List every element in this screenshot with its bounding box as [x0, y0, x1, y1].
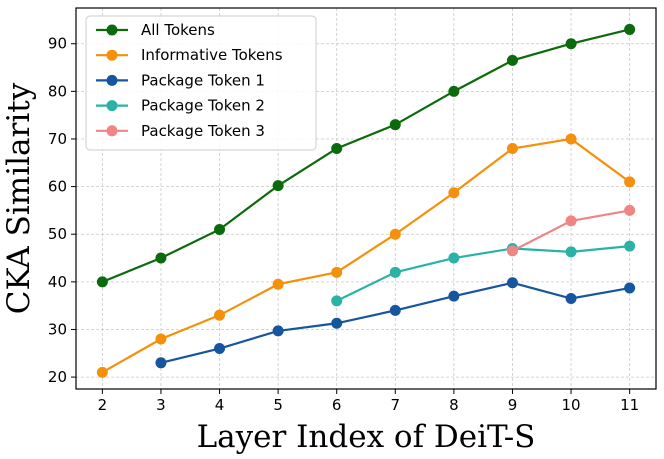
- axis-ticks: 2 3 4 5 6 7 8 9 10 11 20 30 40 50 60 70 80 90: [48, 35, 639, 414]
- data-point: [272, 180, 284, 192]
- series-layer: [96, 23, 636, 378]
- series-4: [331, 240, 636, 307]
- data-point: [331, 295, 343, 307]
- series-3: [155, 277, 636, 369]
- y-tick-label: 40: [48, 273, 67, 291]
- data-point: [448, 85, 460, 97]
- legend-label: Package Token 1: [141, 71, 265, 89]
- data-point: [96, 366, 108, 378]
- data-point: [506, 54, 518, 66]
- legend: All Tokens Informative Tokens Package Toke…: [85, 15, 317, 151]
- legend-marker: [106, 24, 118, 36]
- legend-label: Informative Tokens: [141, 46, 283, 64]
- x-tick-label: 11: [620, 396, 639, 414]
- data-point: [155, 252, 167, 264]
- data-point: [506, 277, 518, 289]
- legend-marker: [106, 74, 118, 86]
- data-point: [565, 293, 577, 305]
- series-line: [336, 245, 630, 302]
- data-point: [389, 228, 401, 240]
- data-point: [624, 23, 636, 35]
- legend-item: Package Token 2: [96, 97, 265, 115]
- data-point: [214, 223, 226, 235]
- series-5: [506, 204, 636, 257]
- x-tick-label: 9: [508, 396, 518, 414]
- data-point: [624, 176, 636, 188]
- y-tick-label: 70: [48, 130, 67, 148]
- legend-marker: [106, 125, 118, 137]
- legend-label: Package Token 3: [141, 122, 265, 140]
- data-point: [565, 246, 577, 258]
- series-line: [101, 28, 630, 283]
- y-tick-label: 80: [48, 82, 67, 100]
- legend-item: All Tokens: [96, 21, 215, 39]
- data-point: [448, 290, 460, 302]
- data-point: [389, 119, 401, 131]
- y-tick-label: 50: [48, 225, 67, 243]
- data-point: [214, 309, 226, 321]
- data-point: [448, 252, 460, 264]
- data-point: [331, 317, 343, 329]
- x-tick-label: 2: [98, 396, 108, 414]
- data-point: [331, 142, 343, 154]
- x-axis-title: Layer Index of DeiT-S: [197, 419, 536, 455]
- y-tick-label: 30: [48, 320, 67, 338]
- legend-label: Package Token 2: [141, 97, 265, 115]
- data-point: [624, 240, 636, 252]
- y-tick-label: 90: [48, 35, 67, 53]
- data-point: [389, 304, 401, 316]
- x-tick-label: 6: [332, 396, 342, 414]
- data-point: [624, 204, 636, 216]
- data-point: [506, 142, 518, 154]
- data-point: [155, 333, 167, 345]
- x-tick-label: 4: [215, 396, 225, 414]
- data-point: [155, 357, 167, 369]
- x-tick-label: 5: [273, 396, 283, 414]
- data-point: [214, 343, 226, 355]
- series-1: [96, 23, 636, 288]
- legend-label: All Tokens: [141, 21, 215, 39]
- data-point: [565, 215, 577, 227]
- legend-item: Package Token 1: [96, 71, 265, 89]
- data-point: [624, 282, 636, 294]
- data-point: [272, 278, 284, 290]
- data-point: [565, 38, 577, 50]
- series-line: [101, 137, 631, 374]
- data-point: [448, 187, 460, 199]
- data-point: [331, 266, 343, 278]
- legend-item: Package Token 3: [96, 122, 265, 140]
- x-tick-label: 3: [156, 396, 166, 414]
- x-tick-label: 10: [562, 396, 581, 414]
- y-axis-title: CKA Similarity: [1, 82, 37, 314]
- legend-box: [85, 15, 317, 151]
- x-tick-label: 7: [391, 396, 401, 414]
- data-point: [565, 133, 577, 145]
- plot-frame: [75, 7, 657, 390]
- legend-marker: [106, 49, 118, 61]
- series-2: [96, 133, 636, 378]
- y-tick-label: 20: [48, 368, 67, 386]
- data-point: [96, 276, 108, 288]
- legend-item: Informative Tokens: [96, 46, 283, 64]
- legend-marker: [106, 100, 118, 112]
- data-point: [389, 266, 401, 278]
- y-tick-label: 60: [48, 178, 67, 196]
- x-tick-label: 8: [449, 396, 459, 414]
- data-point: [506, 245, 518, 257]
- data-point: [272, 325, 284, 337]
